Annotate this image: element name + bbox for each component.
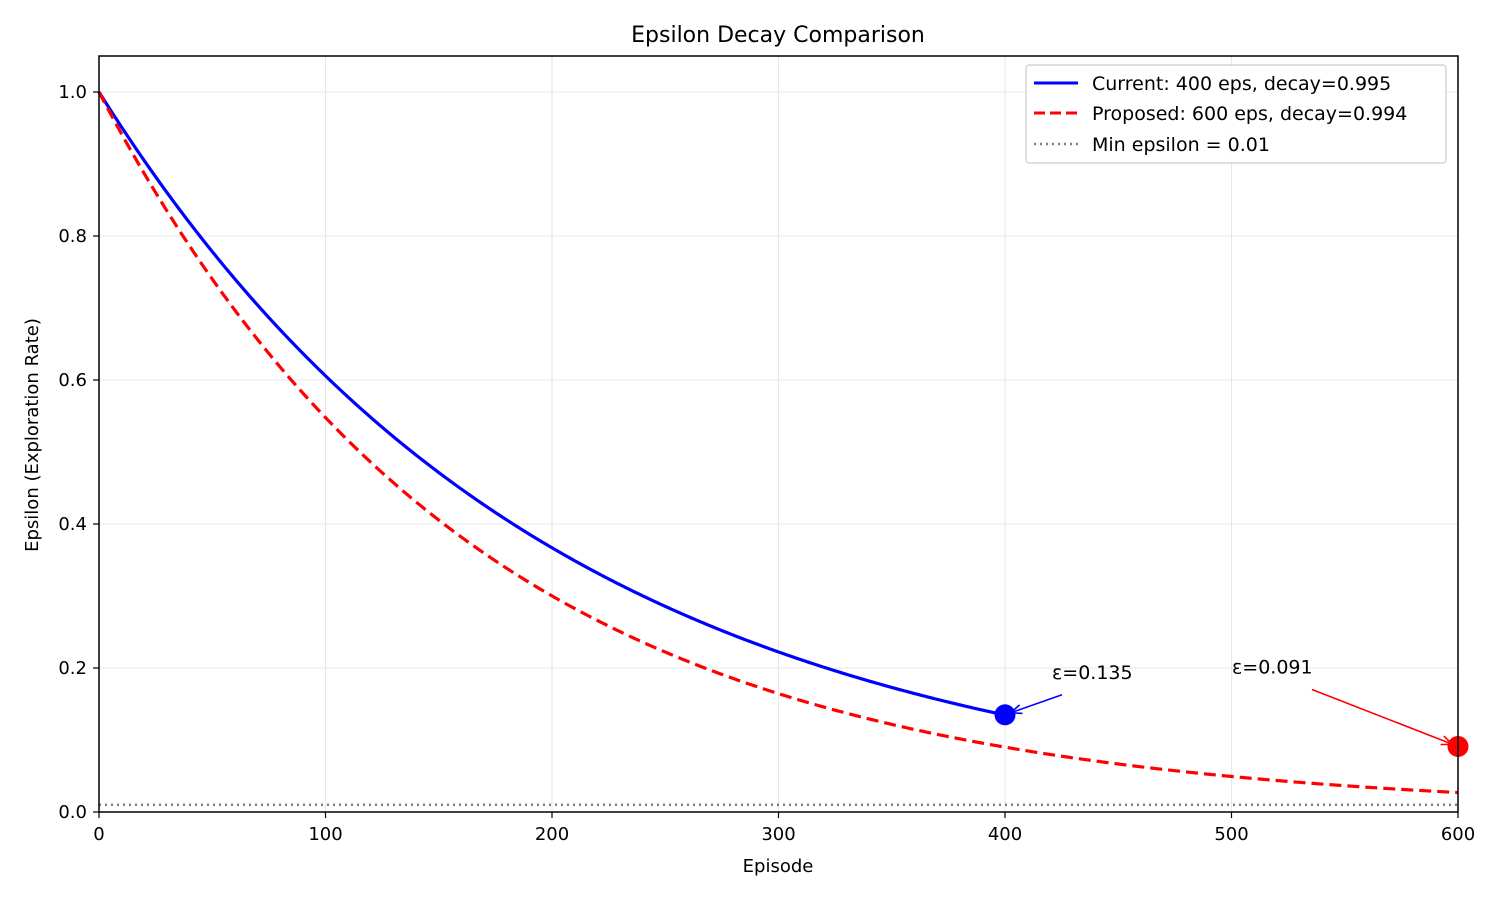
x-tick-label: 400 xyxy=(988,824,1022,845)
grid xyxy=(98,56,1459,813)
chart-title: Epsilon Decay Comparison xyxy=(631,23,925,48)
x-tick-label: 600 xyxy=(1441,824,1475,845)
y-tick-label: 0.0 xyxy=(58,802,87,823)
x-tick-label: 100 xyxy=(308,824,342,845)
y-tick-label: 0.6 xyxy=(58,370,87,391)
annotation-proposed: ε=0.091 xyxy=(1232,656,1313,678)
series-line-current xyxy=(97,91,1006,717)
y-axis-label: Epsilon (Exploration Rate) xyxy=(22,318,43,552)
y-tick-label: 0.2 xyxy=(58,658,87,679)
y-tick-label: 0.4 xyxy=(58,514,87,535)
y-tick-label: 1.0 xyxy=(58,82,87,103)
end-marker-current xyxy=(994,704,1016,726)
x-tick-label: 0 xyxy=(93,824,104,845)
legend-label-proposed: Proposed: 600 eps, decay=0.994 xyxy=(1092,103,1407,125)
legend: Current: 400 eps, decay=0.995 Proposed: … xyxy=(1025,64,1447,164)
legend-label-current: Current: 400 eps, decay=0.995 xyxy=(1092,73,1391,95)
x-tick-label: 200 xyxy=(535,824,569,845)
x-axis-label: Episode xyxy=(743,856,814,877)
annotation-arrow-line xyxy=(1010,694,1063,714)
annotation-current: ε=0.135 xyxy=(1052,662,1133,684)
x-tick-label: 500 xyxy=(1214,824,1248,845)
annotations: ε=0.135 ε=0.091 xyxy=(1008,656,1455,746)
annotation-arrow-head xyxy=(1008,704,1023,715)
annotation-arrow-head xyxy=(1440,735,1455,746)
x-ticks: 0 100 200 300 400 500 600 xyxy=(93,812,1475,845)
legend-label-min-epsilon: Min epsilon = 0.01 xyxy=(1092,134,1270,156)
series-group xyxy=(97,91,1459,795)
annotation-arrow-line xyxy=(1311,688,1453,746)
y-tick-label: 0.8 xyxy=(58,226,87,247)
y-ticks: 0.0 0.2 0.4 0.6 0.8 1.0 xyxy=(58,82,99,823)
legend-box xyxy=(1025,64,1447,164)
x-tick-label: 300 xyxy=(761,824,795,845)
series-line-proposed xyxy=(97,91,1459,795)
